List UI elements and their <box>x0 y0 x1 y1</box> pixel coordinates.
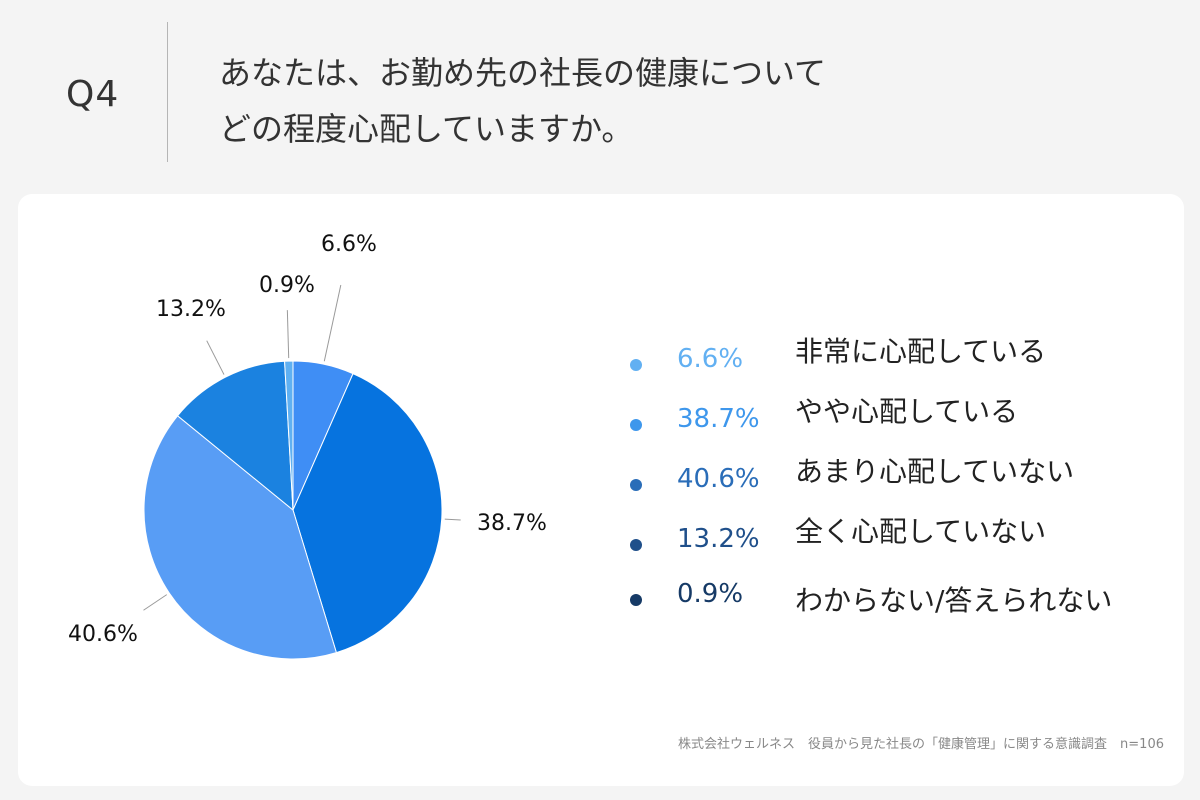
source-note: 株式会社ウェルネス 役員から見た社長の「健康管理」に関する意識調査 n=106 <box>678 737 1164 752</box>
leader-line <box>444 518 461 521</box>
leader-line <box>206 340 225 375</box>
data-label-very-worried: 6.6% <box>321 232 377 257</box>
pie-slice-unknown <box>284 360 294 511</box>
legend-dot <box>630 359 642 371</box>
question-line-1: あなたは、お勤め先の社長の健康について <box>219 54 827 92</box>
legend-dot <box>630 419 642 431</box>
pie-slice-not-worried-at-all <box>176 360 294 512</box>
legend-percent: 0.9% <box>677 579 744 609</box>
question-text: あなたは、お勤め先の社長の健康について どの程度心配していますか。 <box>219 45 826 157</box>
data-label-unknown: 0.9% <box>259 273 315 298</box>
pie-slice-somewhat-worried <box>292 372 443 654</box>
leader-line <box>323 284 342 362</box>
legend-percent: 38.7% <box>677 404 760 434</box>
legend-label: 全く心配していない <box>795 515 1047 548</box>
legend-dot <box>630 539 642 551</box>
data-label-not-very-worried: 40.6% <box>68 622 138 647</box>
legend-dot <box>630 594 642 606</box>
legend-label: やや心配している <box>795 395 1019 428</box>
legend-label: あまり心配していない <box>795 455 1075 488</box>
data-label-not-worried-at-all: 13.2% <box>156 297 226 322</box>
legend-percent: 6.6% <box>677 344 744 374</box>
data-label-somewhat-worried: 38.7% <box>477 511 547 536</box>
leader-line <box>286 310 290 359</box>
question-line-2: どの程度心配していますか。 <box>219 110 634 148</box>
question-number: Q4 <box>66 74 120 115</box>
legend-percent: 13.2% <box>677 524 760 554</box>
legend-dot <box>630 479 642 491</box>
chart-card: 6.6% 38.7% 40.6% 13.2% 0.9% 6.6% 非常に心配している 3… <box>18 194 1184 786</box>
legend-label: わからない/答えられない <box>795 584 1113 617</box>
header-divider <box>167 22 168 162</box>
legend-label: 非常に心配している <box>795 335 1047 368</box>
leader-line <box>143 594 168 611</box>
pie-slice-not-very-worried <box>143 415 337 660</box>
legend-percent: 40.6% <box>677 464 760 494</box>
pie-chart: 6.6% 38.7% 40.6% 13.2% 0.9% <box>68 232 547 660</box>
